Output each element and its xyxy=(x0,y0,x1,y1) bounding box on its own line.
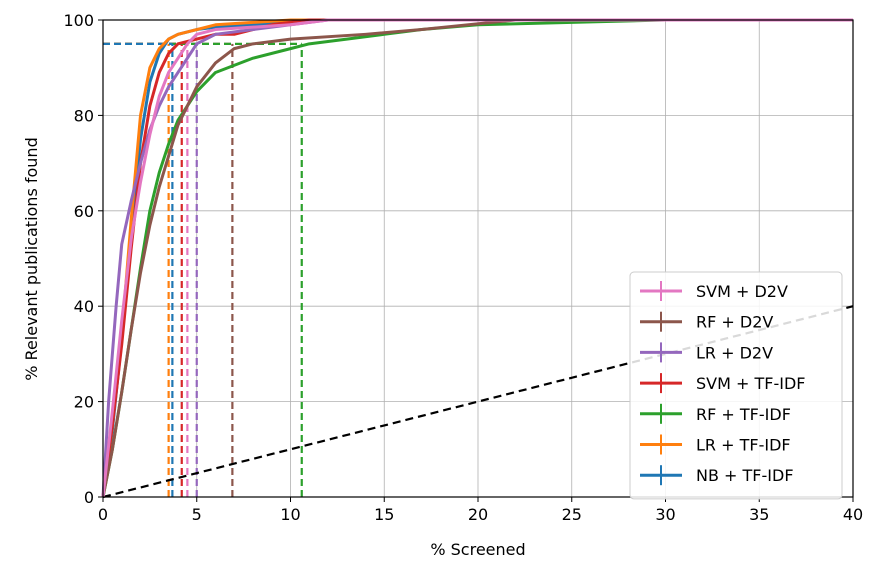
legend-label: LR + D2V xyxy=(696,343,773,362)
legend-box xyxy=(629,271,843,500)
x-tick-label: 35 xyxy=(749,505,769,524)
x-axis-title: % Screened xyxy=(430,540,525,559)
legend-label: SVM + TF-IDF xyxy=(696,374,805,393)
legend: SVM + D2V RF + D2V LR + D2V SVM + TF-IDF RF … xyxy=(629,271,843,500)
x-tick-label: 20 xyxy=(468,505,488,524)
series-line-svm-tf-idf xyxy=(101,18,853,498)
x-tick-label: 5 xyxy=(192,505,202,524)
legend-label: RF + TF-IDF xyxy=(696,405,791,424)
y-tick-label: 20 xyxy=(74,393,94,412)
legend-label: RF + D2V xyxy=(696,313,773,332)
y-tick-label: 60 xyxy=(74,202,94,221)
legend-label: LR + TF-IDF xyxy=(696,436,791,455)
series-line-lr-d2v xyxy=(101,18,853,498)
y-tick-label: 100 xyxy=(63,11,94,30)
y-ticks: 0 20 40 60 80 100 xyxy=(63,11,103,507)
x-tick-label: 25 xyxy=(562,505,582,524)
series-line-svm-d2v xyxy=(101,18,853,498)
x-tick-label: 10 xyxy=(280,505,300,524)
series-line-rf-d2v xyxy=(101,18,853,498)
y-tick-label: 80 xyxy=(74,106,94,125)
x-tick-label: 40 xyxy=(843,505,863,524)
y-tick-label: 0 xyxy=(84,488,94,507)
y-axis-title: % Relevant publications found xyxy=(22,137,41,380)
x-tick-label: 0 xyxy=(98,505,108,524)
threshold-lines xyxy=(103,42,303,497)
x-tick-label: 30 xyxy=(655,505,675,524)
x-tick-label: 15 xyxy=(374,505,394,524)
y-tick-label: 40 xyxy=(74,297,94,316)
legend-label: NB + TF-IDF xyxy=(696,466,794,485)
x-ticks: 0 5 10 15 20 25 30 35 40 xyxy=(98,497,863,524)
legend-label: SVM + D2V xyxy=(696,282,788,301)
